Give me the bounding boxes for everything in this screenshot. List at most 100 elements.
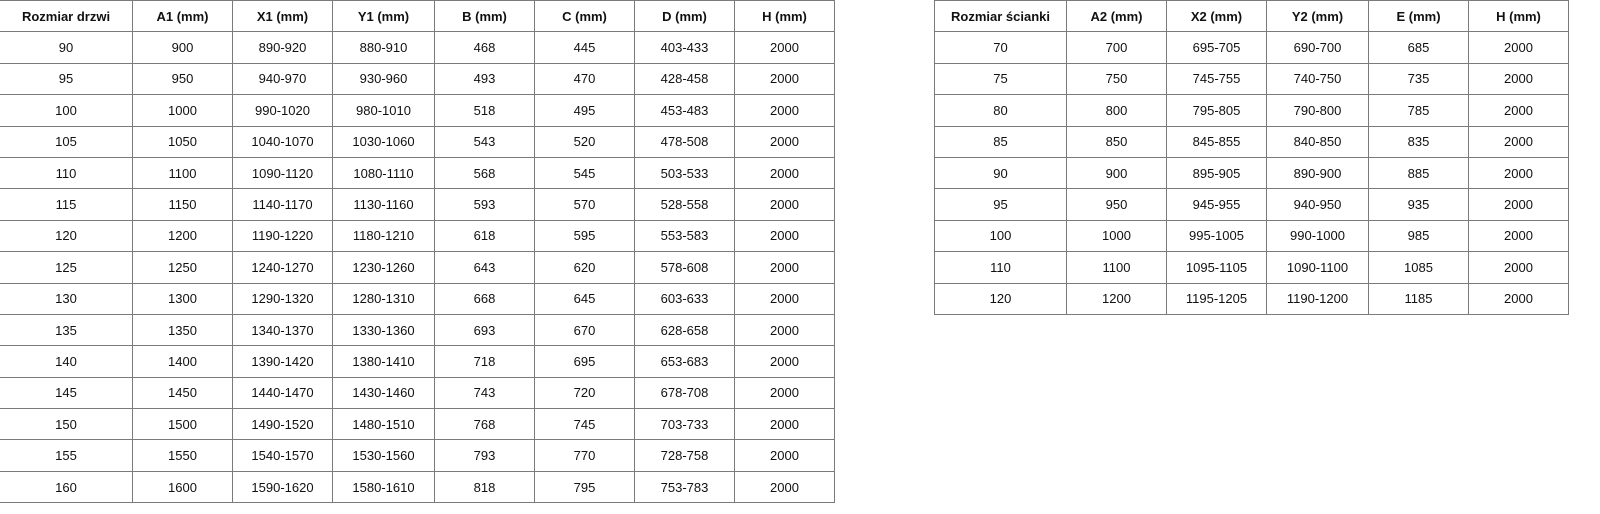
table-cell: 793 <box>434 439 535 472</box>
table-cell: 578-608 <box>634 251 735 284</box>
table-cell: 553-583 <box>634 219 735 253</box>
table-cell: 2000 <box>734 408 835 441</box>
table-cell: 690-700 <box>1266 31 1369 64</box>
table-cell: 1150 <box>132 188 233 221</box>
table-row: 155 1550 1540-1570 1530-1560 793 770 728-758 20… <box>0 439 835 472</box>
column-header: C (mm) <box>534 0 635 33</box>
table-cell: 1500 <box>132 408 233 441</box>
table-cell: 945-955 <box>1166 188 1267 221</box>
table-cell: 728-758 <box>634 439 735 472</box>
table-cell: 155 <box>0 439 133 472</box>
table-cell: 453-483 <box>634 94 735 127</box>
table-cell: 950 <box>132 62 233 96</box>
table-cell: 800 <box>1066 94 1167 127</box>
table-row: 100 1000 995-1005 990-1000 985 2000 <box>934 219 1569 253</box>
table-cell: 895-905 <box>1166 156 1267 190</box>
table-cell: 1590-1620 <box>232 470 333 504</box>
table-cell: 125 <box>0 251 133 284</box>
table-cell: 1085 <box>1368 251 1469 284</box>
table-cell: 2000 <box>734 313 835 347</box>
table-cell: 1200 <box>1066 282 1167 315</box>
table-cell: 603-633 <box>634 282 735 315</box>
table-cell: 520 <box>534 125 635 158</box>
table-cell: 2000 <box>1468 62 1569 96</box>
table-cell: 1290-1320 <box>232 282 333 315</box>
table-cell: 985 <box>1368 219 1469 253</box>
table-cell: 2000 <box>734 439 835 472</box>
table-cell: 1000 <box>132 94 233 127</box>
table-cell: 2000 <box>734 345 835 378</box>
table-cell: 105 <box>0 125 133 158</box>
table-cell: 115 <box>0 188 133 221</box>
table-cell: 2000 <box>734 470 835 504</box>
table-cell: 980-1010 <box>332 94 435 127</box>
table-cell: 890-900 <box>1266 156 1369 190</box>
table-cell: 478-508 <box>634 125 735 158</box>
table-cell: 740-750 <box>1266 62 1369 96</box>
table-cell: 95 <box>934 188 1067 221</box>
table-cell: 85 <box>934 125 1067 158</box>
table-cell: 770 <box>534 439 635 472</box>
table-cell: 790-800 <box>1266 94 1369 127</box>
table-cell: 595 <box>534 219 635 253</box>
column-header: X2 (mm) <box>1166 0 1267 33</box>
table-cell: 110 <box>0 156 133 190</box>
table-cell: 468 <box>434 31 535 64</box>
table-cell: 570 <box>534 188 635 221</box>
column-header: A1 (mm) <box>132 0 233 33</box>
table-cell: 403-433 <box>634 31 735 64</box>
table-cell: 900 <box>1066 156 1167 190</box>
table-row: 160 1600 1590-1620 1580-1610 818 795 753-783 20… <box>0 470 835 504</box>
table-cell: 2000 <box>1468 188 1569 221</box>
table-cell: 1050 <box>132 125 233 158</box>
table-cell: 2000 <box>734 156 835 190</box>
table-cell: 768 <box>434 408 535 441</box>
table-cell: 2000 <box>734 376 835 410</box>
table-cell: 685 <box>1368 31 1469 64</box>
table-row: 105 1050 1040-1070 1030-1060 543 520 478-508 20… <box>0 125 835 158</box>
door-size-table: Rozmiar drzwi A1 (mm) X1 (mm) Y1 (mm) B (mm)… <box>0 0 835 504</box>
table-cell: 695 <box>534 345 635 378</box>
table-cell: 2000 <box>734 251 835 284</box>
table-cell: 428-458 <box>634 62 735 96</box>
table-row: 115 1150 1140-1170 1130-1160 593 570 528-558 20… <box>0 188 835 221</box>
table-cell: 745 <box>534 408 635 441</box>
table-cell: 145 <box>0 376 133 410</box>
table-row: 150 1500 1490-1520 1480-1510 768 745 703-733 20… <box>0 408 835 441</box>
table-cell: 120 <box>0 219 133 253</box>
table-cell: 70 <box>934 31 1067 64</box>
table-cell: 470 <box>534 62 635 96</box>
table-cell: 1580-1610 <box>332 470 435 504</box>
table-cell: 528-558 <box>634 188 735 221</box>
table-cell: 1280-1310 <box>332 282 435 315</box>
table-cell: 1200 <box>132 219 233 253</box>
table-cell: 2000 <box>734 282 835 315</box>
table-cell: 1185 <box>1368 282 1469 315</box>
table-row: 85 850 845-855 840-850 835 2000 <box>934 125 1569 158</box>
table-cell: 568 <box>434 156 535 190</box>
table-row: 75 750 745-755 740-750 735 2000 <box>934 62 1569 96</box>
table-cell: 100 <box>0 94 133 127</box>
column-header: X1 (mm) <box>232 0 333 33</box>
table-cell: 1250 <box>132 251 233 284</box>
table-row: 80 800 795-805 790-800 785 2000 <box>934 94 1569 127</box>
table-cell: 990-1020 <box>232 94 333 127</box>
table-cell: 1140-1170 <box>232 188 333 221</box>
table-cell: 2000 <box>1468 251 1569 284</box>
table-row: 70 700 695-705 690-700 685 2000 <box>934 31 1569 64</box>
table-row: 90 900 895-905 890-900 885 2000 <box>934 156 1569 190</box>
table-cell: 990-1000 <box>1266 219 1369 253</box>
table-row: 125 1250 1240-1270 1230-1260 643 620 578-608 20… <box>0 251 835 284</box>
table-cell: 743 <box>434 376 535 410</box>
table-cell: 995-1005 <box>1166 219 1267 253</box>
table-cell: 1090-1100 <box>1266 251 1369 284</box>
table-cell: 645 <box>534 282 635 315</box>
table-cell: 700 <box>1066 31 1167 64</box>
table-cell: 95 <box>0 62 133 96</box>
table-cell: 1240-1270 <box>232 251 333 284</box>
table-cell: 493 <box>434 62 535 96</box>
table-cell: 950 <box>1066 188 1167 221</box>
table-cell: 1100 <box>132 156 233 190</box>
table-row: 110 1100 1095-1105 1090-1100 1085 2000 <box>934 251 1569 284</box>
table-cell: 1600 <box>132 470 233 504</box>
